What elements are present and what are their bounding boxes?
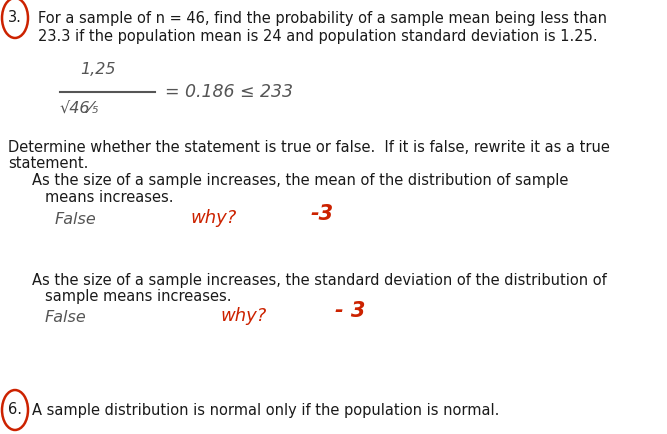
Text: means increases.: means increases. <box>45 190 173 204</box>
Text: why?: why? <box>190 209 236 227</box>
Text: = 0.186 ≤ 233: = 0.186 ≤ 233 <box>165 83 293 101</box>
Text: False: False <box>55 213 97 227</box>
Text: why?: why? <box>220 307 266 325</box>
Text: - 3: - 3 <box>335 301 366 321</box>
Text: -3: -3 <box>310 204 333 224</box>
Text: statement.: statement. <box>8 157 88 171</box>
Text: As the size of a sample increases, the mean of the distribution of sample: As the size of a sample increases, the m… <box>32 174 568 188</box>
Text: A sample distribution is normal only if the population is normal.: A sample distribution is normal only if … <box>32 402 500 418</box>
Text: As the size of a sample increases, the standard deviation of the distribution of: As the size of a sample increases, the s… <box>32 273 607 287</box>
Text: 6.: 6. <box>8 402 22 418</box>
Text: 3.: 3. <box>8 10 22 26</box>
Text: √46⁄₅: √46⁄₅ <box>60 101 99 115</box>
Text: For a sample of n = 46, find the probability of a sample mean being less than: For a sample of n = 46, find the probabi… <box>38 10 607 26</box>
Text: sample means increases.: sample means increases. <box>45 289 231 303</box>
Text: False: False <box>45 310 87 326</box>
Text: 23.3 if the population mean is 24 and population standard deviation is 1.25.: 23.3 if the population mean is 24 and po… <box>38 29 598 43</box>
Text: Determine whether the statement is true or false.  If it is false, rewrite it as: Determine whether the statement is true … <box>8 141 610 155</box>
Text: 1,25: 1,25 <box>80 62 115 78</box>
